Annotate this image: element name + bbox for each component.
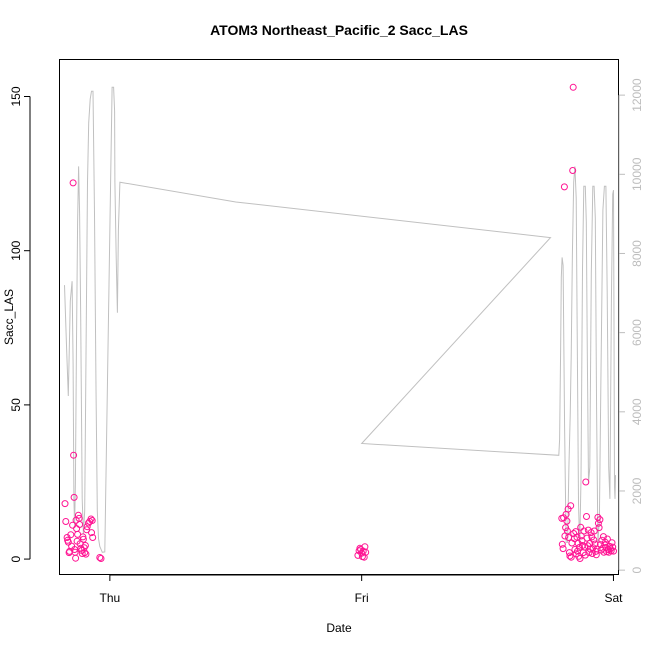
- data-point: [560, 183, 568, 191]
- data-point: [579, 542, 586, 549]
- data-point: [569, 167, 577, 174]
- data-point: [583, 513, 590, 520]
- left-tick-label: 0: [9, 555, 23, 562]
- data-point: [74, 511, 82, 519]
- x-axis: Thu Fri Sat: [100, 574, 623, 605]
- data-point: [608, 539, 616, 547]
- right-tick-label: 4000: [630, 398, 644, 425]
- data-point: [602, 543, 610, 551]
- left-y-axis: 0 50 100 150: [9, 86, 31, 562]
- data-point: [607, 547, 615, 555]
- data-point: [596, 516, 604, 524]
- left-tick-label: 50: [9, 398, 23, 412]
- data-point: [590, 527, 598, 535]
- data-point: [580, 527, 588, 535]
- data-point: [67, 531, 75, 539]
- data-point: [559, 545, 567, 553]
- data-point: [354, 551, 362, 559]
- right-y-axis: 0 2000 4000 6000 8000 10000 12000: [618, 78, 644, 573]
- x-tick-label: Fri: [355, 591, 369, 605]
- data-point: [563, 527, 571, 535]
- data-point: [562, 524, 570, 532]
- data-point: [594, 519, 602, 527]
- data-point: [97, 555, 105, 562]
- x-axis-label: Date: [326, 621, 352, 635]
- x-tick-label: Sat: [604, 591, 623, 605]
- data-point: [563, 517, 571, 525]
- data-point: [576, 555, 584, 562]
- right-tick-label: 8000: [630, 240, 644, 267]
- data-point: [585, 549, 593, 557]
- data-point: [71, 546, 79, 553]
- right-tick-label: 10000: [630, 157, 644, 191]
- data-point: [595, 524, 603, 532]
- right-tick-label: 12000: [630, 78, 644, 112]
- data-point: [81, 542, 89, 549]
- y-axis-label: Sacc_LAS: [2, 289, 16, 345]
- data-point: [81, 549, 89, 557]
- data-point: [567, 553, 575, 561]
- data-point: [590, 536, 598, 544]
- data-point: [566, 552, 574, 560]
- data-point: [88, 517, 96, 524]
- scatter-points-layer: [61, 83, 617, 562]
- data-point: [603, 535, 611, 543]
- right-tick-label: 6000: [630, 319, 644, 346]
- data-point: [610, 547, 617, 555]
- data-point: [88, 529, 95, 537]
- data-point: [70, 451, 78, 459]
- data-point: [72, 554, 80, 562]
- data-point: [79, 535, 87, 543]
- data-point: [96, 554, 104, 561]
- data-point: [582, 478, 590, 486]
- data-point: [70, 493, 78, 501]
- left-tick-label: 150: [9, 86, 23, 106]
- data-point: [581, 543, 588, 551]
- data-point: [567, 502, 575, 510]
- left-tick-label: 100: [9, 240, 23, 260]
- data-point: [569, 83, 577, 91]
- right-tick-label: 0: [630, 566, 644, 573]
- data-point: [82, 550, 90, 558]
- data-point: [583, 534, 591, 542]
- data-point: [565, 549, 573, 557]
- x-tick-label: Thu: [100, 591, 121, 605]
- data-point: [76, 521, 84, 528]
- data-point: [558, 540, 566, 548]
- data-point: [360, 553, 368, 561]
- data-point: [69, 521, 77, 529]
- data-point: [89, 534, 97, 541]
- right-tick-label: 2000: [630, 477, 644, 504]
- data-point: [69, 179, 77, 187]
- data-point: [609, 543, 617, 551]
- data-point: [362, 548, 370, 556]
- data-point: [61, 500, 69, 508]
- altitude-series-line: [64, 86, 616, 553]
- data-point: [62, 518, 70, 525]
- data-point: [601, 538, 609, 546]
- altitude-line-layer: [64, 86, 616, 553]
- chart-title: ATOM3 Northeast_Pacific_2 Sacc_LAS: [210, 22, 468, 38]
- data-point: [87, 515, 95, 523]
